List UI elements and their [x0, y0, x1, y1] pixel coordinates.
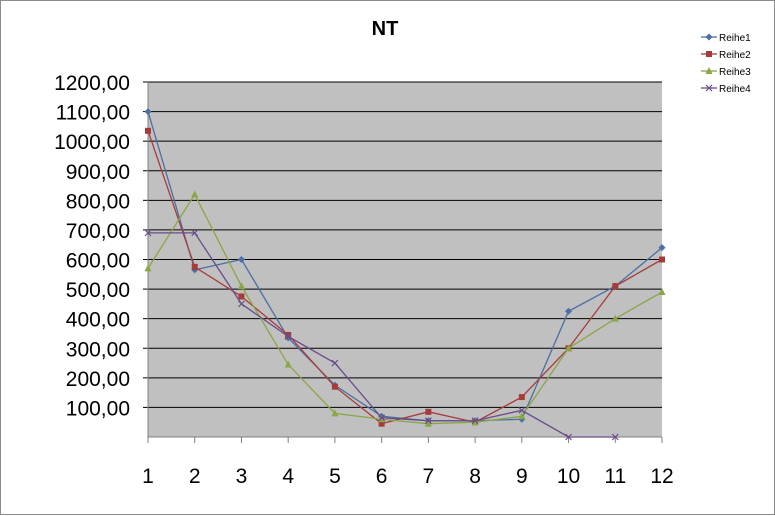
series-reihe3: [144, 190, 666, 427]
data-point-square: [145, 127, 151, 134]
data-point-x: [518, 406, 526, 414]
data-point-x: [191, 229, 199, 237]
data-point-square: [191, 263, 198, 270]
gridlines: [148, 81, 662, 408]
data-point-square: [331, 383, 338, 390]
y-tick-label: 1000,00: [54, 131, 130, 154]
data-point-triangle: [565, 344, 573, 352]
y-tick-label: 200,00: [66, 368, 130, 391]
data-point-triangle: [284, 360, 292, 368]
data-point-x: [611, 433, 619, 441]
data-point-x-stroke: [471, 417, 479, 425]
data-point-x-stroke: [518, 406, 526, 414]
data-point-diamond: [705, 33, 713, 41]
data-point-square: [659, 256, 665, 263]
data-point-x-stroke: [611, 433, 619, 441]
data-point-x: [378, 414, 386, 422]
data-point-square: [612, 283, 619, 290]
legend-label: Reihe2: [719, 50, 751, 61]
legend: Reihe1 Reihe2 Reihe3 Reihe4: [701, 33, 751, 95]
data-point-triangle: [611, 314, 619, 322]
data-point-diamond: [144, 108, 152, 116]
data-point-triangle: [237, 282, 245, 290]
y-tick-label: 1200,00: [54, 72, 130, 95]
x-tick-label: 2: [189, 465, 201, 488]
data-point-triangle: [424, 419, 432, 427]
data-point-triangle: [518, 412, 526, 420]
series-line: [147, 193, 663, 425]
y-tick-labels: 100,00 200,00 300,00 400,00 500,00 600,00 700,…: [54, 72, 130, 420]
data-point-triangle: [471, 418, 479, 426]
x-tick-label: 11: [604, 465, 626, 488]
legend-item: Reihe3: [701, 67, 751, 78]
x-tick-label: 12: [650, 465, 673, 488]
data-point-diamond: [237, 256, 245, 263]
legend-label: Reihe3: [719, 67, 751, 78]
data-point-triangle: [191, 190, 199, 198]
data-point-triangle: [658, 288, 666, 296]
x-tick-label: 3: [236, 465, 248, 488]
data-point-x-stroke: [238, 300, 245, 308]
data-point-x-stroke: [144, 229, 152, 237]
data-point-x: [331, 359, 339, 367]
x-tick-label: 1: [142, 465, 154, 488]
x-tick-label: 7: [423, 465, 435, 488]
x-tick-label: 10: [557, 465, 580, 488]
data-point-x-stroke: [705, 84, 713, 92]
data-point-square: [238, 293, 245, 300]
data-point-triangle: [378, 415, 386, 423]
data-point-x: [144, 229, 152, 237]
x-tick-label: 6: [376, 465, 388, 488]
data-point-x: [424, 417, 432, 425]
data-point-x-stroke: [331, 359, 339, 367]
data-point-square: [518, 394, 525, 401]
chart-title: NT: [372, 18, 399, 40]
data-point-triangle: [144, 264, 152, 272]
y-tick-label: 400,00: [66, 309, 130, 332]
legend-item: Reihe2: [701, 50, 751, 61]
legend-label: Reihe1: [719, 33, 751, 44]
data-point-x: [284, 332, 292, 340]
y-tick-label: 100,00: [66, 397, 130, 420]
data-point-x: [238, 300, 245, 308]
x-tick-labels: 1 2 3 4 5 6 7 8 9 10 11 12: [142, 465, 674, 488]
data-point-x-stroke: [565, 433, 572, 441]
legend-item: Reihe1: [701, 33, 751, 44]
data-point-square: [706, 51, 712, 57]
x-tick-label: 5: [329, 465, 341, 488]
data-point-x-stroke: [191, 229, 199, 237]
legend-label: Reihe4: [719, 84, 751, 95]
data-point-x: [471, 417, 479, 425]
y-tick-label: 800,00: [66, 190, 130, 213]
data-point-square: [425, 408, 432, 415]
y-tick-label: 500,00: [66, 279, 130, 302]
y-tick-label: 600,00: [66, 250, 130, 273]
series-line: [147, 111, 663, 422]
data-point-x: [705, 84, 713, 92]
x-tick-label: 9: [516, 465, 528, 488]
data-point-square: [285, 331, 292, 338]
data-point-x-stroke: [378, 414, 386, 422]
data-point-x: [565, 433, 572, 441]
data-point-triangle: [705, 67, 713, 74]
y-tick-label: 1100,00: [56, 102, 130, 125]
x-tick-label: 4: [282, 465, 294, 488]
series-reihe4: [144, 229, 619, 441]
y-tick-label: 300,00: [66, 338, 130, 361]
y-tick-label: 700,00: [66, 220, 130, 243]
data-point-square: [378, 420, 385, 427]
data-point-x-stroke: [424, 417, 432, 425]
legend-item: Reihe4: [701, 84, 751, 95]
data-point-x-stroke: [284, 332, 292, 340]
data-point-diamond: [565, 307, 573, 315]
data-point-triangle: [331, 409, 339, 417]
series-layer: [144, 108, 666, 441]
y-tick-label: 900,00: [66, 161, 130, 184]
x-tick-label: 8: [469, 465, 481, 488]
data-point-diamond: [658, 244, 666, 252]
